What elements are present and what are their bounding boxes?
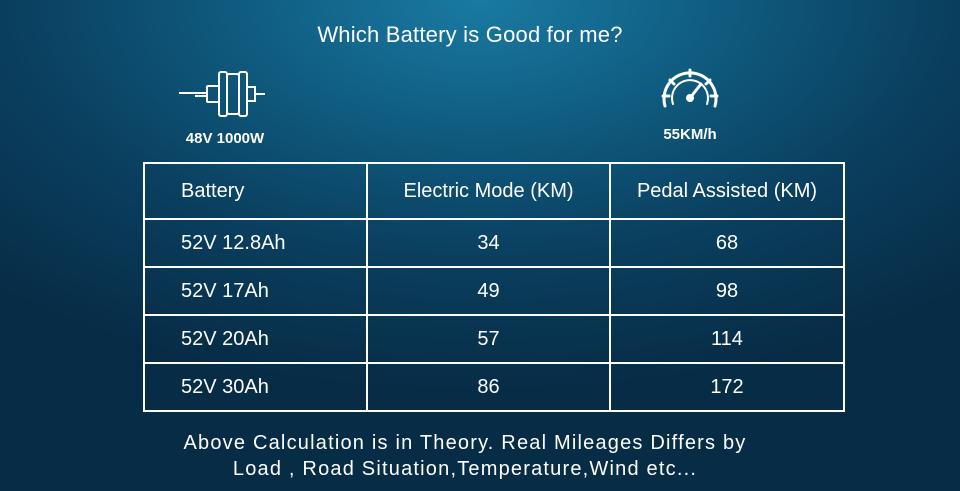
header-battery: Battery: [143, 162, 368, 220]
speed-spec-label: 55KM/h: [663, 126, 717, 143]
table-row: 52V 12.8Ah 34 68: [143, 218, 845, 268]
electric-mode-cell: 49: [366, 266, 611, 316]
disclaimer-note: Above Calculation is in Theory. Real Mil…: [0, 430, 930, 482]
pedal-assisted-cell: 114: [609, 314, 845, 364]
pedal-assisted-cell: 98: [609, 266, 845, 316]
header-pedal-assisted: Pedal Assisted (KM): [609, 162, 845, 220]
battery-cell: 52V 12.8Ah: [143, 218, 368, 268]
pedal-assisted-cell: 172: [609, 362, 845, 412]
table-row: 52V 30Ah 86 172: [143, 362, 845, 412]
disclaimer-line-2: Load , Road Situation,Temperature,Wind e…: [232, 458, 698, 480]
electric-mode-cell: 86: [366, 362, 611, 412]
battery-cell: 52V 17Ah: [143, 266, 368, 316]
mileage-table: Battery Electric Mode (KM) Pedal Assiste…: [143, 162, 845, 412]
disclaimer-line-1: Above Calculation is in Theory. Real Mil…: [183, 432, 747, 454]
table-row: 52V 20Ah 57 114: [143, 314, 845, 364]
speedometer-icon: [661, 68, 719, 108]
speed-spec: 55KM/h: [620, 66, 760, 143]
header-electric-mode: Electric Mode (KM): [366, 162, 611, 220]
electric-mode-cell: 57: [366, 314, 611, 364]
motor-spec-label: 48V 1000W: [185, 130, 265, 147]
battery-cell: 52V 30Ah: [143, 362, 368, 412]
motor-icon: [179, 71, 265, 117]
electric-mode-cell: 34: [366, 218, 611, 268]
table-row: 52V 17Ah 49 98: [143, 266, 845, 316]
table-header-row: Battery Electric Mode (KM) Pedal Assiste…: [143, 162, 845, 220]
page-title: Which Battery is Good for me?: [317, 22, 623, 47]
pedal-assisted-cell: 68: [609, 218, 845, 268]
battery-cell: 52V 20Ah: [143, 314, 368, 364]
motor-spec: 48V 1000W: [150, 66, 300, 147]
